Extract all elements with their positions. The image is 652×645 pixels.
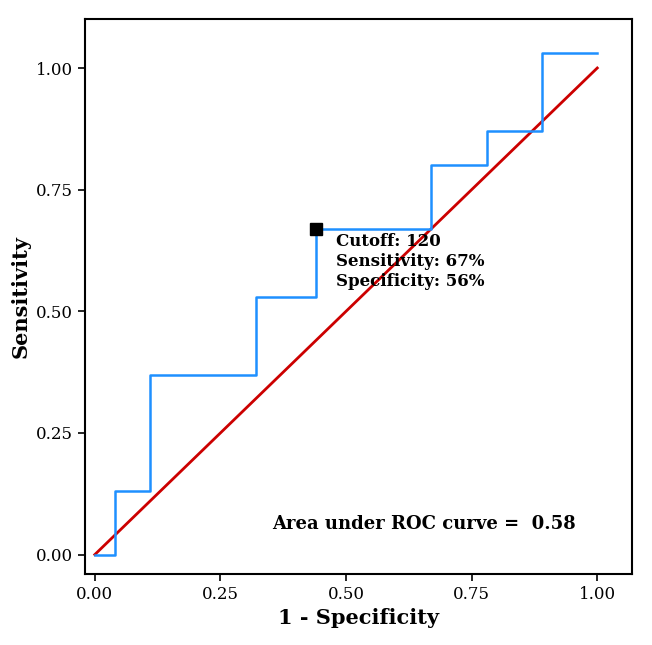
Y-axis label: Sensitivity: Sensitivity [10, 235, 30, 358]
X-axis label: 1 - Specificity: 1 - Specificity [278, 608, 439, 628]
Text: Area under ROC curve =  0.58: Area under ROC curve = 0.58 [273, 515, 576, 533]
Text: Cutoff: 120
Sensitivity: 67%
Specificity: 56%: Cutoff: 120 Sensitivity: 67% Specificity… [336, 233, 484, 290]
